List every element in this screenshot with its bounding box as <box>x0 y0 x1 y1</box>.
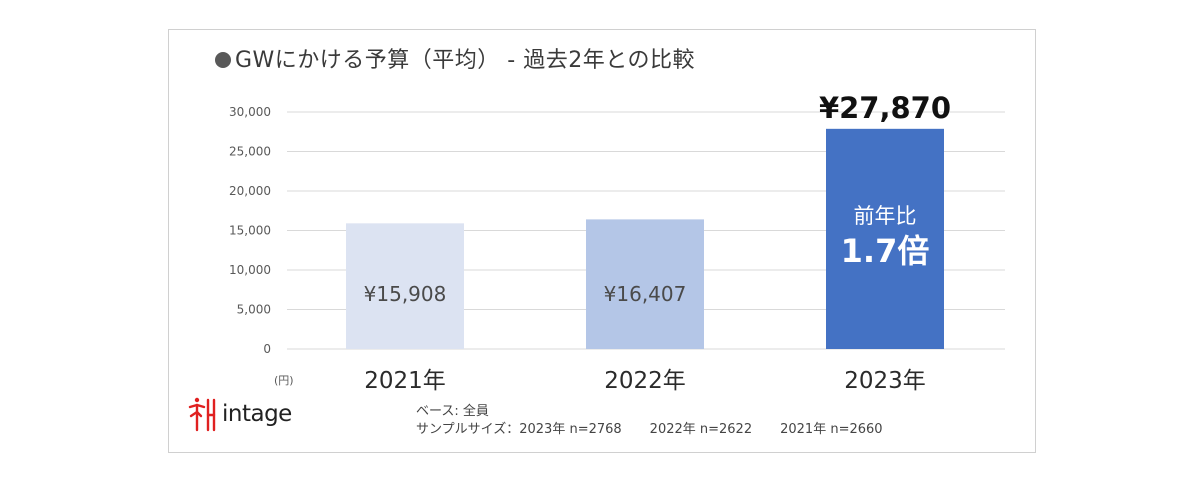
y-tick-label: 15,000 <box>229 224 271 238</box>
unit-label: (円) <box>274 374 294 387</box>
base-note: ベース: 全員 <box>416 404 489 419</box>
bullet-icon <box>215 52 231 68</box>
y-tick-label: 10,000 <box>229 263 271 277</box>
y-tick-label: 25,000 <box>229 145 271 159</box>
data-label: ¥15,908 <box>364 282 447 306</box>
sample-2023: 2023年 n=2768 <box>519 422 622 437</box>
y-tick-label: 0 <box>263 342 271 356</box>
intage-logo-text: intage <box>222 401 292 427</box>
bar-2023年 <box>826 128 944 349</box>
y-tick-label: 30,000 <box>229 105 271 119</box>
chart-title: GWにかける予算（平均） - 過去2年との比較 <box>215 42 695 74</box>
bar-2022年 <box>586 219 704 349</box>
y-tick-label: 5,000 <box>237 303 271 317</box>
sample-2021: 2021年 n=2660 <box>780 422 883 437</box>
y-tick-label: 20,000 <box>229 184 271 198</box>
chart-title-text: GWにかける予算（平均） - 過去2年との比較 <box>235 48 696 73</box>
x-tick-label: 2021年 <box>364 368 446 394</box>
footnotes: ベース: 全員サンプルサイズ：2023年 n=2768 2022年 n=2622 2… <box>416 403 883 439</box>
sample-prefix: サンプルサイズ： <box>416 422 520 437</box>
intage-logo-icon <box>188 397 216 432</box>
data-label: ¥16,407 <box>604 282 687 306</box>
ratio-label: 前年比 <box>854 204 917 228</box>
data-label: ¥27,870 <box>819 91 951 125</box>
bar-2021年 <box>346 223 464 349</box>
x-tick-label: 2023年 <box>844 368 926 394</box>
x-tick-label: 2022年 <box>604 368 686 394</box>
sample-note: サンプルサイズ：2023年 n=2768 2022年 n=2622 2021年 n=… <box>416 421 883 439</box>
intage-logo: intage <box>188 396 292 432</box>
sample-2022: 2022年 n=2622 <box>649 422 753 437</box>
ratio-value: 1.7倍 <box>841 232 930 270</box>
